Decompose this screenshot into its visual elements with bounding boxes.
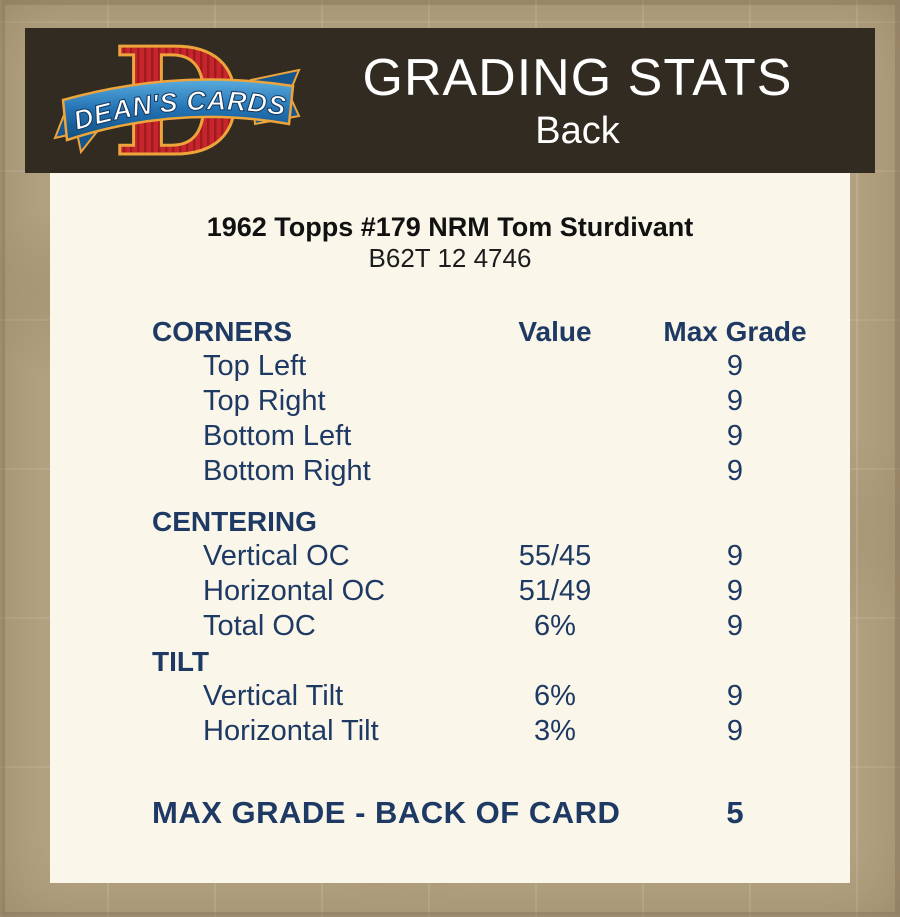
logo-ribbon-band xyxy=(61,78,295,142)
row-value: 55/45 xyxy=(518,540,592,572)
row-label: Top Right xyxy=(203,385,326,417)
row-max-grade: 9 xyxy=(726,350,744,382)
row-label: Top Left xyxy=(203,350,307,382)
deans-cards-logo[interactable]: D DEAN'S CARDS xyxy=(53,14,301,191)
row-label: Horizontal Tilt xyxy=(203,715,379,747)
section-header-corners: CORNERS xyxy=(152,315,293,347)
stats-card: 1962 Topps #179 NRM Tom Sturdivant B62T … xyxy=(50,173,850,883)
row-label: Horizontal OC xyxy=(203,575,386,607)
column-header-max-grade: Max Grade xyxy=(663,315,807,347)
table-header-row: CORNERS Value Max Grade xyxy=(50,314,850,349)
row-max-grade: 9 xyxy=(726,540,744,572)
row-value: 6% xyxy=(534,610,576,642)
row-label: Bottom Right xyxy=(203,455,371,487)
row-max-grade: 9 xyxy=(726,455,744,487)
deans-cards-logo-graphic: D DEAN'S CARDS xyxy=(53,14,301,191)
table-row-vertical-tilt: Vertical Tilt 6% 9 xyxy=(50,679,850,714)
row-value: 6% xyxy=(534,680,576,712)
row-value: 51/49 xyxy=(518,575,592,607)
summary-label: MAX GRADE - BACK OF CARD xyxy=(152,795,621,830)
row-max-grade: 9 xyxy=(726,575,744,607)
section-name: CENTERING xyxy=(152,505,317,537)
table-row-top-left: Top Left 9 xyxy=(50,349,850,384)
table-row-bottom-right: Bottom Right 9 xyxy=(50,454,850,489)
card-title: 1962 Topps #179 NRM Tom Sturdivant xyxy=(206,212,694,242)
table-row-horizontal-oc: Horizontal OC 51/49 9 xyxy=(50,574,850,609)
table-row-vertical-oc: Vertical OC 55/45 9 xyxy=(50,539,850,574)
section-name: TILT xyxy=(152,645,210,677)
row-label: Bottom Left xyxy=(203,420,352,452)
grading-stats-title: GRADING STATS xyxy=(362,48,793,107)
summary-row: MAX GRADE - BACK OF CARD 5 xyxy=(50,794,850,832)
table-row-total-oc: Total OC 6% 9 xyxy=(50,609,850,644)
header-bar: D DEAN'S CARDS GRADING STATS Back xyxy=(25,14,875,191)
grading-table: CORNERS Value Max Grade Top Left 9 Top R… xyxy=(50,314,850,832)
column-header-value: Value xyxy=(518,315,592,347)
table-row-horizontal-tilt: Horizontal Tilt 3% 9 xyxy=(50,714,850,749)
row-max-grade: 9 xyxy=(726,715,744,747)
row-max-grade: 9 xyxy=(726,420,744,452)
row-label: Vertical Tilt xyxy=(203,680,344,712)
row-label: Total OC xyxy=(203,610,316,642)
back-subtitle: Back xyxy=(535,109,620,152)
row-max-grade: 9 xyxy=(726,385,744,417)
row-value: 3% xyxy=(534,715,576,747)
section-header-tilt: TILT xyxy=(50,644,850,679)
table-row-bottom-left: Bottom Left 9 xyxy=(50,419,850,454)
header-titles: GRADING STATS Back xyxy=(280,28,875,173)
summary-max-grade: 5 xyxy=(726,795,744,830)
row-max-grade: 9 xyxy=(726,610,744,642)
table-row-top-right: Top Right 9 xyxy=(50,384,850,419)
row-label: Vertical OC xyxy=(203,540,350,572)
section-header-centering: CENTERING xyxy=(50,504,850,539)
row-max-grade: 9 xyxy=(726,680,744,712)
card-serial-number: B62T 12 4746 xyxy=(368,243,532,273)
